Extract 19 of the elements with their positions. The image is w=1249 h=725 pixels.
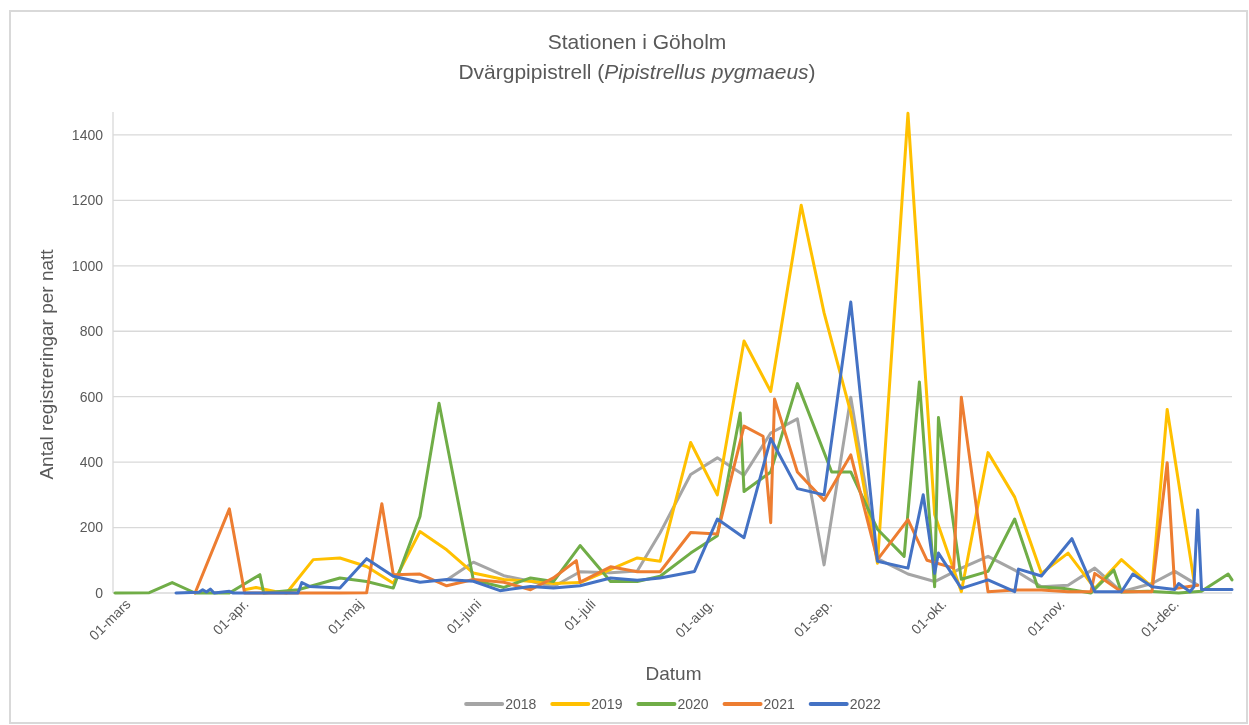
legend-label: 2018 <box>505 695 537 712</box>
y-tick-label: 1200 <box>71 192 104 209</box>
y-tick-label: 1000 <box>71 257 104 274</box>
y-tick-label: 1400 <box>71 126 104 143</box>
y-tick-label: 200 <box>79 519 104 536</box>
chart-title: Stationen i Göholm <box>547 30 727 53</box>
chart-subtitle: Dvärgpipistrell (Pipistrellus pygmaeus) <box>458 60 816 83</box>
legend-label: 2019 <box>591 695 623 712</box>
y-tick-label: 800 <box>79 323 104 340</box>
y-axis-title: Antal registreringar per natt <box>36 248 57 480</box>
line-series <box>174 300 1234 595</box>
legend-label: 2021 <box>763 695 795 712</box>
y-tick-label: 600 <box>79 388 104 405</box>
line-series <box>193 395 1200 595</box>
y-tick-label: 0 <box>95 584 104 601</box>
legend-label: 2020 <box>677 695 709 712</box>
x-axis-title: Datum <box>645 663 702 684</box>
y-tick-label: 400 <box>79 454 104 471</box>
legend-label: 2022 <box>849 695 882 712</box>
